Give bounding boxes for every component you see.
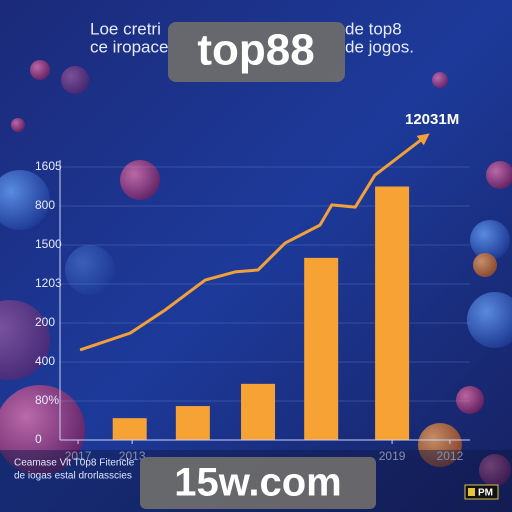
y-tick-label: 400 — [35, 354, 55, 368]
bar — [175, 406, 210, 440]
x-tick-label: 2019 — [379, 449, 406, 463]
footer-text: de iogas estal drorlasscies — [14, 471, 132, 482]
plot: 0 80% 400 200 1203 1500 800 1605 2017 2013 2019 201… — [35, 133, 470, 463]
title-part: Loe cretri — [90, 19, 161, 38]
badge: top88 — [197, 26, 314, 75]
y-tick-label: 80% — [35, 393, 59, 407]
footer-badge-bg — [140, 457, 376, 509]
x-tick-label: 2013 — [119, 449, 146, 463]
footer-text: Ceamase Vit T0p8 Fitencle — [14, 458, 135, 469]
y-tick-label: 1203 — [35, 276, 62, 290]
title-part: ce iropace — [90, 37, 168, 56]
title-part: de top8 — [345, 19, 402, 38]
bar — [375, 186, 410, 440]
corner-badge: PM — [478, 488, 493, 499]
bar — [112, 418, 147, 440]
annotation: 12031M — [405, 111, 459, 128]
badge-bg — [168, 22, 345, 82]
bokeh — [0, 60, 512, 486]
y-tick-label: 800 — [35, 198, 55, 212]
x-tick-label: 2017 — [65, 449, 92, 463]
y-tick-label: 1500 — [35, 237, 62, 251]
corner-icon — [468, 488, 475, 496]
y-tick-label: 0 — [35, 432, 42, 446]
y-tick-label: 1605 — [35, 159, 62, 173]
y-tick-label: 200 — [35, 315, 55, 329]
x-tick-label: 2012 — [437, 449, 464, 463]
bar — [241, 383, 276, 440]
title-part: de jogos. — [345, 37, 414, 56]
footer-badge: 15w.com — [174, 461, 341, 505]
bar — [304, 257, 339, 440]
trend-line — [79, 133, 430, 352]
